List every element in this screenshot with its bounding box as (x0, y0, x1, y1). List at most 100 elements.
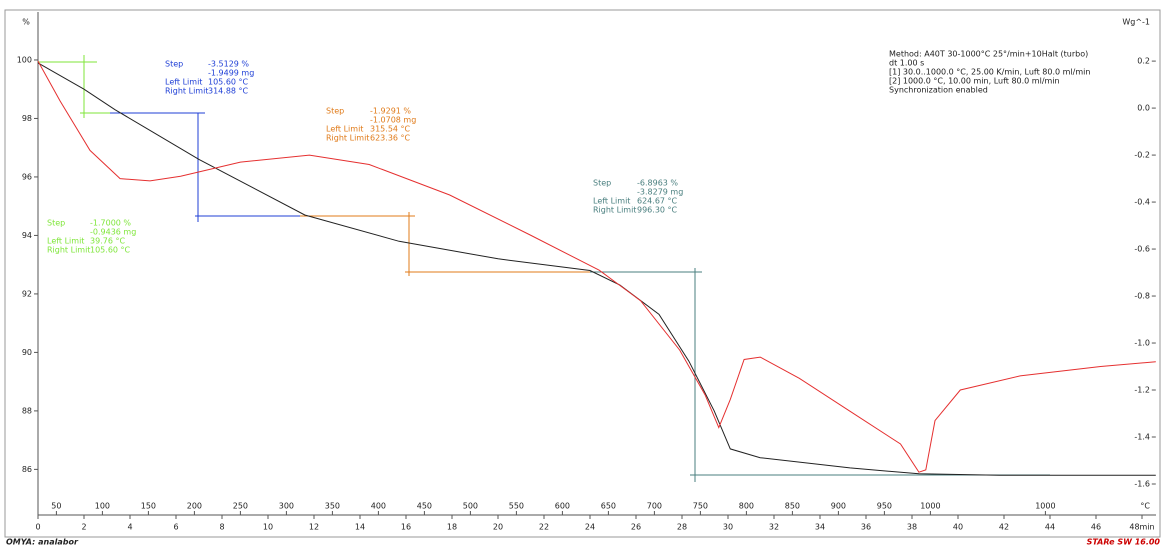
method-line: Synchronization enabled (889, 86, 988, 95)
x-tick-label: 22 (539, 523, 549, 532)
y-tick-label: 86 (22, 465, 32, 474)
annotation-value: 39.76 °C (90, 237, 125, 246)
y-tick-label: 88 (22, 406, 32, 415)
step-bracket (110, 112, 310, 222)
annotation-label: Left Limit (165, 78, 202, 87)
annotation-value: -3.5129 % (208, 60, 249, 69)
footer-left: OMYA: analabor (6, 538, 79, 547)
y2-tick-label: -1.4 (1134, 433, 1150, 442)
x-tick-label: 4 (127, 523, 132, 532)
y2-tick-label: -1.2 (1134, 386, 1150, 395)
x-tick-label: 8 (219, 523, 224, 532)
y2-tick-label: -0.4 (1134, 198, 1150, 207)
y-tick-label: 94 (22, 231, 32, 240)
x2-tick-label: 250 (233, 502, 248, 511)
x-tick-label: 6 (173, 523, 178, 532)
y2-tick-label: -1.6 (1134, 479, 1150, 488)
y2-tick-label: -0.6 (1134, 245, 1150, 254)
annotation-label: Left Limit (593, 197, 630, 206)
x-tick-label: 28 (677, 523, 687, 532)
annotation-value: -1.9499 mg (208, 69, 254, 78)
x2-tick-label: 300 (279, 502, 294, 511)
x2-tick-label: 1000 (1035, 502, 1055, 511)
y2-tick-label: 0.2 (1137, 57, 1150, 66)
y-tick-label: 100 (17, 55, 32, 64)
x2-tick-label: 400 (371, 502, 386, 511)
footer-right: STARe SW 16.00 (1087, 538, 1161, 547)
annotation-value: 623.36 °C (370, 134, 411, 143)
annotation-label: Right Limit (326, 134, 369, 143)
y2-axis-label: Wg^-1 (1122, 18, 1150, 27)
step-brackets (38, 55, 1050, 482)
y-tick-label: 92 (22, 289, 32, 298)
x2-tick-label: 850 (785, 502, 800, 511)
x-tick-label: 42 (999, 523, 1009, 532)
annotation-value: 314.88 °C (208, 87, 249, 96)
y2-tick-label: -1.0 (1134, 339, 1150, 348)
annotation-label: Step (593, 179, 611, 188)
x-tick-label: 44 (1045, 523, 1055, 532)
x2-tick-label: 550 (509, 502, 524, 511)
annotation-value: -6.8963 % (637, 179, 678, 188)
step-bracket (300, 212, 590, 276)
step-bracket (590, 268, 1050, 482)
annotation-label: Step (47, 219, 65, 228)
x-tick-label: 38 (907, 523, 917, 532)
x-tick-label: 32 (769, 523, 779, 532)
x-tick-label: 36 (861, 523, 871, 532)
annotation-value: 105.60 °C (208, 78, 249, 87)
annotation-value: -1.0708 mg (370, 116, 416, 125)
x2-tick-label: 800 (739, 502, 754, 511)
x-tick-label: 20 (493, 523, 503, 532)
x-tick-label: 24 (585, 523, 595, 532)
x-tick-label: 0 (35, 523, 40, 532)
annotation-value: 105.60 °C (90, 246, 131, 255)
x2-tick-label: 700 (647, 502, 662, 511)
x2-tick-label: 450 (417, 502, 432, 511)
x-tick-label: 34 (815, 523, 825, 532)
annotation-value: -1.9291 % (370, 107, 411, 116)
x2-tick-label: 600 (555, 502, 570, 511)
x-tick-label: 46 (1091, 523, 1101, 532)
x2-axis-label: °C (1140, 502, 1150, 511)
x2-tick-label: 150 (141, 502, 156, 511)
y-axis-label: % (22, 18, 30, 27)
annotation-label: Left Limit (47, 237, 84, 246)
x-tick-label: 16 (401, 523, 411, 532)
x-tick-label: 14 (355, 523, 365, 532)
x2-tick-label: 350 (325, 502, 340, 511)
annotation-label: Right Limit (593, 206, 636, 215)
y-tick-label: 98 (22, 114, 32, 123)
annotation-label: Right Limit (165, 87, 208, 96)
x-tick-label: 48min (1129, 523, 1154, 532)
x2-tick-label: 950 (877, 502, 892, 511)
annotation-label: Step (326, 107, 344, 116)
x-tick-label: 18 (447, 523, 457, 532)
x-tick-label: 40 (953, 523, 963, 532)
x2-tick-label: 900 (831, 502, 846, 511)
x2-tick-label: 1000 (920, 502, 940, 511)
x2-tick-label: 650 (601, 502, 616, 511)
x-tick-label: 2 (81, 523, 86, 532)
x2-tick-label: 100 (95, 502, 110, 511)
annotation-label: Right Limit (47, 246, 90, 255)
x2-tick-label: 200 (187, 502, 202, 511)
data-line (37, 60, 1156, 473)
y-tick-label: 90 (22, 348, 32, 357)
x-tick-label: 12 (309, 523, 319, 532)
annotation-value: -3.8279 mg (637, 188, 683, 197)
x2-tick-label: 50 (51, 502, 61, 511)
annotation-value: 624.67 °C (637, 197, 678, 206)
y2-tick-label: -0.2 (1134, 151, 1150, 160)
method-line: dt 1.00 s (889, 59, 924, 68)
x-tick-label: 30 (723, 523, 733, 532)
y2-tick-label: -0.8 (1134, 292, 1150, 301)
annotation-label: Left Limit (326, 125, 363, 134)
annotation-value: -0.9436 mg (90, 228, 136, 237)
annotation-value: 996.30 °C (637, 206, 678, 215)
method-line: [2] 1000.0 °C, 10.00 min, Luft 80.0 ml/m… (889, 77, 1060, 86)
annotation-label: Step (165, 60, 183, 69)
x2-tick-label: 500 (463, 502, 478, 511)
annotation-value: 315.54 °C (370, 125, 411, 134)
